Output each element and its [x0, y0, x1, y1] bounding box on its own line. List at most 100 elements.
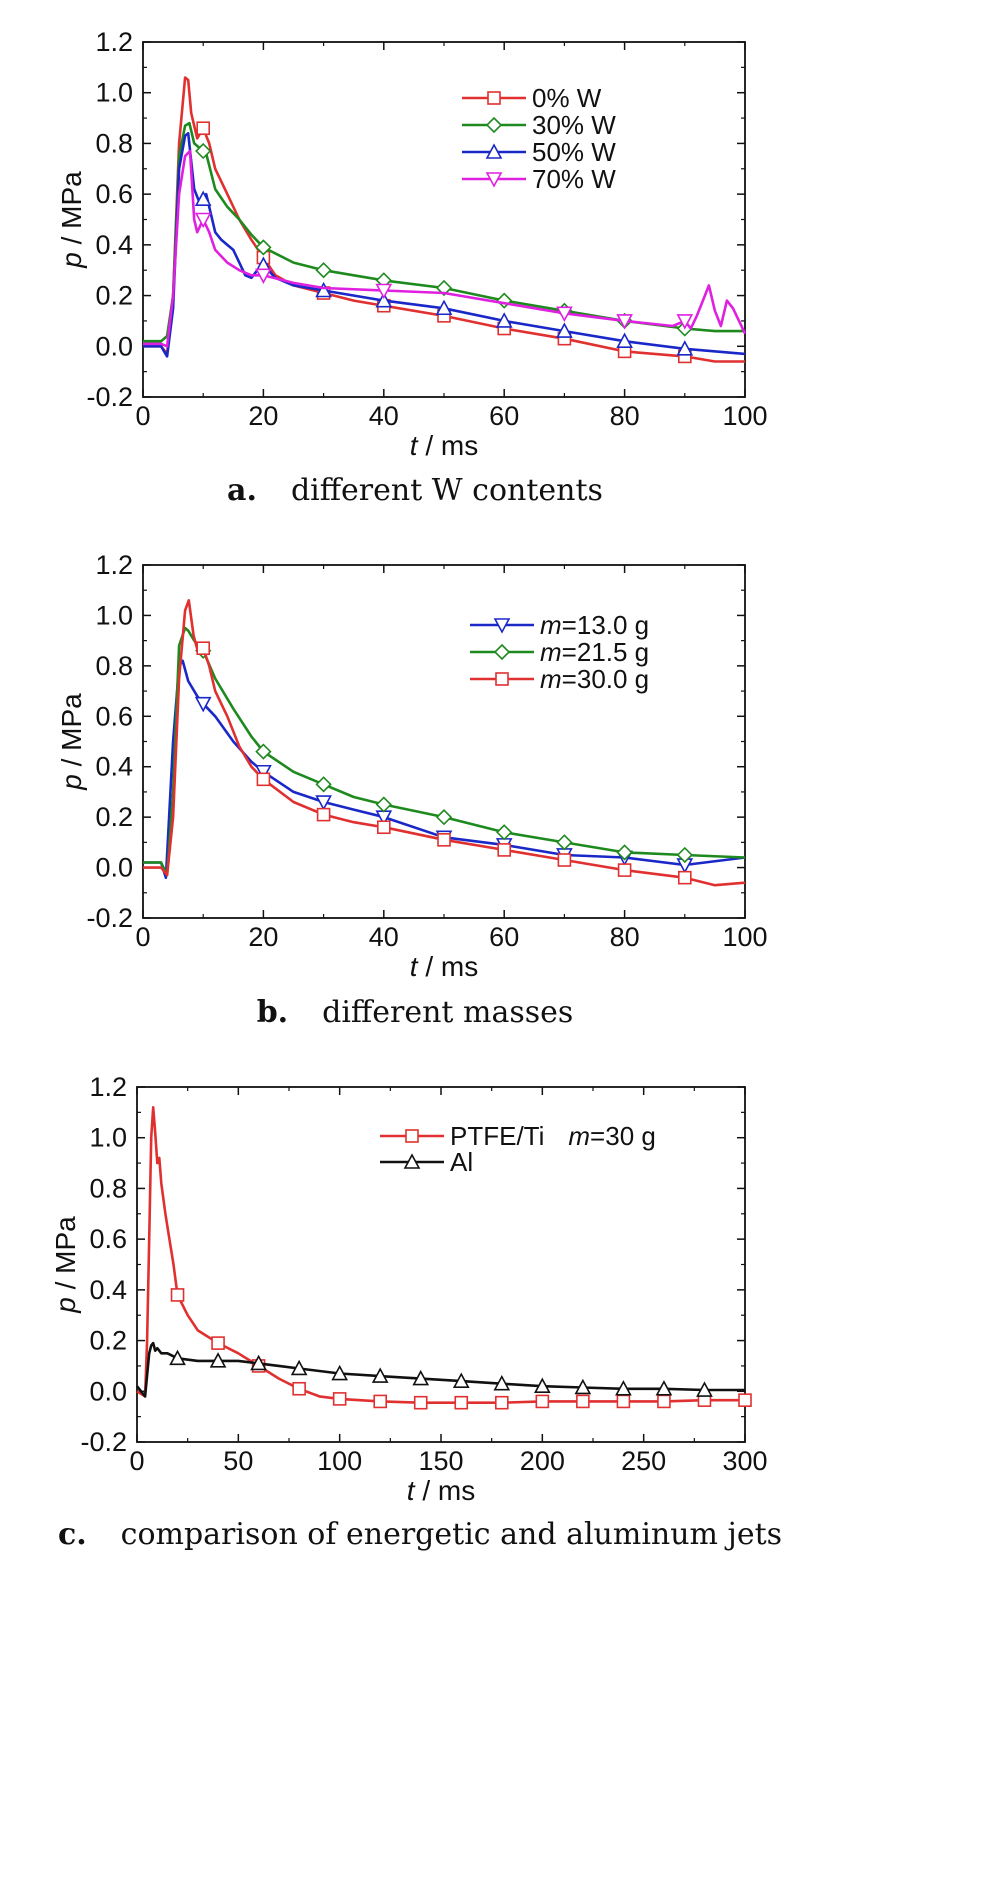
x-tick-label: 20 — [248, 922, 278, 952]
data-point-marker — [196, 121, 210, 136]
y-tick-label: -0.2 — [86, 903, 133, 933]
y-axis-label: p / MPa — [56, 171, 87, 269]
data-point-marker — [496, 824, 513, 841]
x-tick-label: 80 — [610, 401, 640, 431]
chart-panel-3: 0 50 100 150 200 250 300 -0.2 0.0 0.2 0.4 0.6 0.8 1.0… — [50, 1072, 782, 1552]
caption-text: different masses — [322, 995, 573, 1030]
data-point-marker — [194, 190, 212, 207]
data-point-marker — [169, 1349, 186, 1366]
data-point-marker — [616, 332, 633, 349]
data-point-marker — [255, 268, 272, 284]
data-point-marker — [316, 807, 331, 822]
series-line — [143, 599, 746, 887]
data-point-marker — [677, 870, 692, 885]
legend-marker — [495, 672, 509, 686]
x-tick-label: 100 — [722, 922, 767, 952]
caption-letter: c. — [58, 1517, 87, 1552]
legend-label-value: =21.5 g — [562, 637, 649, 667]
y-tick-label: 0.8 — [95, 128, 133, 158]
x-axis-label-symbol: t — [410, 951, 419, 982]
data-point-marker — [209, 1352, 227, 1368]
y-tick-label: 0.2 — [95, 281, 133, 311]
y-axis-label-unit: / MPa — [56, 693, 87, 774]
data-point-marker — [371, 1367, 389, 1383]
x-axis-label-unit: / ms — [418, 430, 479, 461]
data-point-marker — [495, 312, 513, 328]
y-tick-label: 0.0 — [95, 853, 133, 883]
legend-label: m=30.0 g — [540, 664, 649, 694]
series-3 — [143, 599, 746, 887]
x-tick-label: 0 — [129, 1446, 144, 1476]
data-point-marker — [375, 796, 392, 813]
x-tick-label: 60 — [489, 922, 519, 952]
legend-label-value: =30 g — [590, 1121, 656, 1151]
y-tick-label: -0.2 — [86, 382, 133, 412]
x-axis-label: t / ms — [407, 1475, 475, 1506]
data-point-marker — [435, 809, 453, 826]
legend-marker — [403, 1153, 421, 1169]
series-3 — [143, 132, 746, 358]
y-tick-label: 0.4 — [95, 752, 133, 782]
data-point-marker — [696, 1381, 713, 1397]
x-axis-label-unit: / ms — [418, 951, 479, 982]
x-tick-label: 100 — [317, 1446, 362, 1476]
series-line — [143, 121, 745, 343]
data-point-marker — [556, 306, 573, 323]
data-point-marker — [194, 212, 212, 229]
x-tick-label: 0 — [135, 922, 150, 952]
data-point-marker — [413, 1395, 428, 1410]
x-tick-label: 40 — [369, 922, 399, 952]
data-point-marker — [452, 1372, 470, 1388]
x-tick-label: 60 — [489, 401, 519, 431]
data-point-marker — [535, 1394, 550, 1409]
legend-label-name: PTFE/Ti — [450, 1121, 544, 1151]
figure-caption: b. different masses — [257, 995, 574, 1030]
y-tick-label: 0.2 — [95, 802, 133, 832]
data-point-marker — [676, 314, 694, 330]
data-point-marker — [556, 834, 573, 851]
data-point-marker — [196, 641, 210, 656]
x-tick-label: 300 — [722, 1446, 767, 1476]
data-point-marker — [576, 1394, 590, 1409]
caption-letter: b. — [257, 995, 288, 1030]
y-tick-label: 1.2 — [95, 550, 133, 580]
y-axis-label: p / MPa — [56, 693, 87, 791]
y-tick-label: 1.0 — [95, 600, 133, 630]
data-point-marker — [315, 776, 332, 793]
y-tick-label: 0.8 — [89, 1173, 127, 1203]
legend-label-value: =30.0 g — [562, 664, 649, 694]
legend-label-name: 0% W — [532, 83, 602, 113]
x-tick-label: 250 — [621, 1446, 666, 1476]
legend-label: 50% W — [532, 137, 616, 167]
series-4 — [143, 149, 747, 348]
data-point-marker — [557, 853, 572, 867]
caption-letter: a. — [227, 473, 257, 508]
data-point-marker — [655, 1380, 673, 1396]
x-axis-label-symbol: t — [407, 1475, 416, 1506]
legend-label: 0% W — [532, 83, 602, 113]
data-point-marker — [375, 291, 393, 308]
series-1 — [136, 1106, 752, 1410]
legend-marker — [485, 143, 503, 159]
legend-marker — [493, 643, 511, 661]
x-axis-label: t / ms — [410, 951, 478, 982]
data-point-marker — [617, 863, 632, 877]
data-point-marker — [497, 843, 512, 857]
data-point-marker — [657, 1394, 671, 1409]
figure-caption: a. different W contents — [227, 473, 603, 508]
data-point-marker — [412, 1369, 430, 1386]
legend-label-value: =13.0 g — [562, 610, 649, 640]
data-point-marker — [435, 279, 453, 297]
data-point-marker — [616, 314, 633, 330]
y-axis-label-symbol: p — [56, 252, 87, 269]
data-point-marker — [290, 1359, 308, 1376]
data-point-marker — [373, 1394, 388, 1409]
series-2 — [143, 121, 745, 343]
series-line — [143, 132, 746, 358]
series-line — [143, 76, 745, 363]
x-axis-label: t / ms — [410, 430, 478, 461]
data-point-marker — [375, 283, 393, 300]
figure-caption: c. comparison of energetic and aluminum j… — [58, 1517, 782, 1552]
legend-label: 30% W — [532, 110, 616, 140]
